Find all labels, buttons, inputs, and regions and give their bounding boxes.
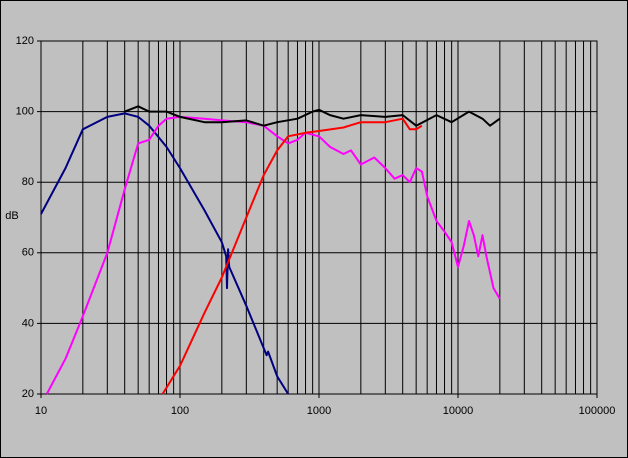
y-axis-label: dB (5, 210, 18, 222)
y-tick-label: 20 (22, 388, 34, 400)
y-tick-label: 120 (16, 35, 34, 47)
y-tick-label: 80 (22, 176, 34, 188)
plot-border (40, 40, 598, 395)
x-tick-label: 100000 (579, 405, 616, 417)
series-line (45, 115, 501, 395)
x-tick-label: 10 (35, 405, 47, 417)
x-tick-label: 1000 (307, 405, 331, 417)
series-line (124, 105, 501, 127)
x-tick-label: 10000 (443, 405, 474, 417)
y-tick-label: 60 (22, 247, 34, 259)
y-tick-label: 100 (16, 106, 34, 118)
series-line (40, 112, 290, 395)
y-tick-label: 40 (22, 317, 34, 329)
series-line (161, 117, 423, 395)
x-tick-label: 100 (171, 405, 189, 417)
